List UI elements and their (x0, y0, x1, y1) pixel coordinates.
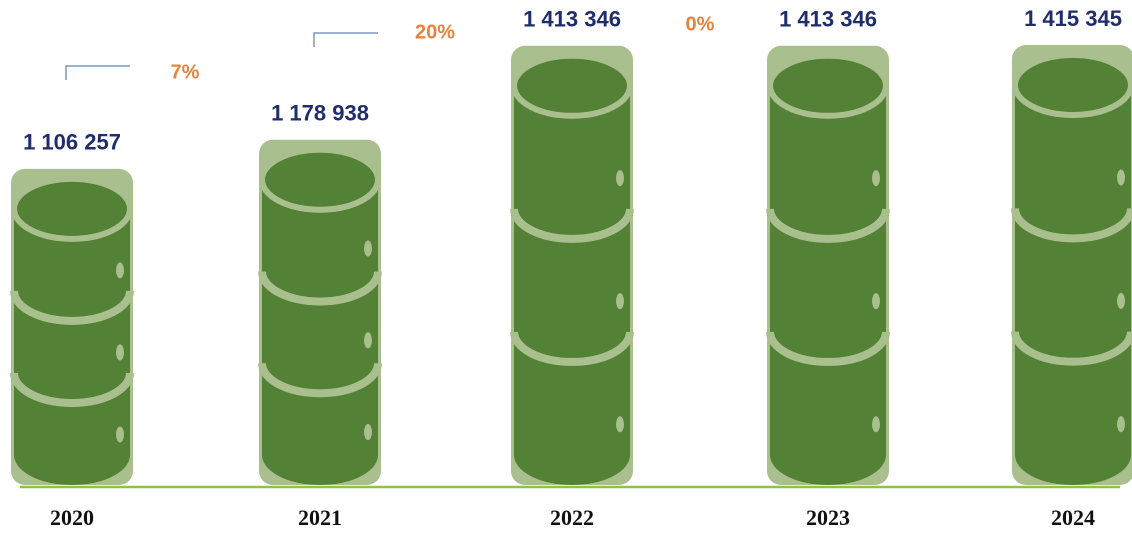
growth-label: 7% (171, 61, 200, 83)
icon-part (116, 426, 124, 443)
value-label: 1 413 346 (523, 7, 621, 32)
icon-part (116, 262, 124, 279)
x-tick-label: 2020 (50, 505, 94, 530)
icon-part (14, 425, 130, 485)
value-label: 1 178 938 (271, 101, 369, 126)
value-label: 1 106 257 (23, 130, 121, 155)
icon-part (770, 425, 886, 485)
icon-part (364, 240, 372, 257)
icon-part (259, 146, 381, 213)
icon-part (872, 416, 880, 433)
value-label: 1 413 346 (779, 7, 877, 32)
icon-part (511, 52, 633, 119)
growth-label: 20% (415, 21, 455, 43)
database-icon (766, 52, 890, 485)
icon-part (1011, 207, 1132, 243)
icon-part (872, 293, 880, 310)
x-tick-label: 2022 (550, 505, 594, 530)
icon-part (766, 208, 890, 243)
icon-part (364, 332, 372, 349)
icon-part (510, 331, 634, 366)
icon-part (10, 290, 134, 325)
value-label: 1 415 345 (1024, 6, 1122, 31)
icon-part (766, 331, 890, 366)
x-tick-label: 2021 (298, 505, 342, 530)
icon-part (514, 425, 630, 485)
icon-part (1117, 169, 1125, 186)
icon-part (10, 372, 134, 407)
database-icon (510, 52, 634, 485)
growth-bracket (65, 65, 130, 80)
icon-part (1015, 85, 1131, 455)
database-icon (10, 175, 134, 485)
icon-part (258, 362, 382, 398)
x-tick-label: 2024 (1051, 505, 1095, 530)
icon-part (616, 416, 624, 433)
icon-part (872, 170, 880, 187)
icon-part (1117, 416, 1125, 433)
x-tick-label: 2023 (806, 505, 850, 530)
icon-part (262, 179, 378, 455)
database-icon (258, 146, 382, 485)
icon-part (262, 425, 378, 485)
icon-part (116, 344, 124, 361)
icon-part (514, 85, 630, 456)
icon-part (767, 52, 889, 119)
icon-part (510, 208, 634, 243)
icon-part (1011, 331, 1132, 366)
icon-part (616, 293, 624, 310)
icon-part (364, 424, 372, 441)
icon-part (14, 208, 130, 455)
icon-part (1117, 292, 1125, 309)
icon-part (11, 175, 133, 242)
icon-part (1012, 52, 1132, 118)
icon-part (616, 170, 624, 187)
icon-part (770, 85, 886, 456)
icon-part (258, 271, 382, 306)
database-icon (1011, 52, 1132, 485)
growth-bracket (313, 32, 378, 47)
growth-label: 0% (686, 13, 715, 35)
icon-part (1015, 425, 1131, 485)
